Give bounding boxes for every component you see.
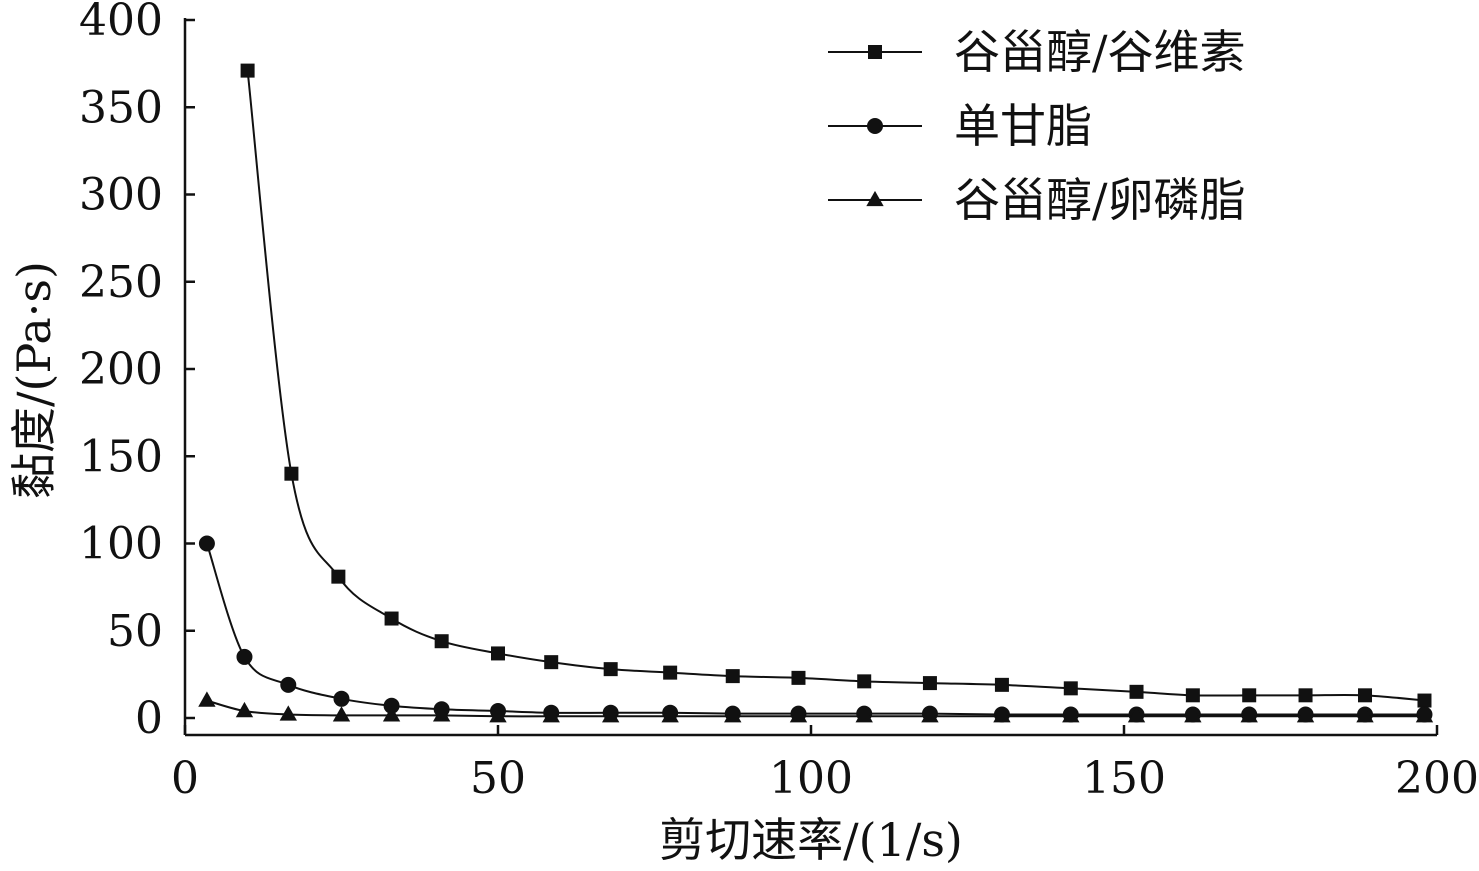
- legend-label: 谷甾醇/谷维素: [954, 25, 1246, 79]
- y-tick-label: 350: [79, 82, 163, 133]
- legend-item: 谷甾醇/谷维素: [828, 25, 1246, 79]
- data-point: [921, 707, 939, 723]
- data-point: [236, 648, 253, 665]
- data-point: [434, 634, 449, 649]
- data-point: [383, 697, 400, 714]
- data-point: [332, 706, 351, 722]
- data-point: [235, 701, 254, 718]
- data-point: [489, 707, 507, 723]
- data-point: [1062, 707, 1080, 723]
- data-point: [602, 707, 620, 723]
- legend-label: 单甘脂: [954, 99, 1092, 153]
- data-point: [993, 707, 1011, 723]
- x-tick-label: 50: [470, 753, 526, 804]
- series-line: [206, 699, 1425, 718]
- data-point: [284, 466, 299, 481]
- data-point: [1358, 688, 1373, 703]
- series-3: [198, 691, 1434, 723]
- data-point: [1298, 688, 1313, 703]
- x-tick-label: 100: [769, 753, 853, 804]
- data-point: [922, 676, 937, 691]
- x-tick-label: 200: [1395, 753, 1479, 804]
- data-point: [663, 665, 678, 680]
- data-point: [331, 569, 346, 584]
- legend-item: 单甘脂: [828, 99, 1092, 153]
- data-point: [791, 670, 806, 685]
- data-point: [855, 707, 873, 723]
- data-point: [1417, 693, 1432, 708]
- data-point: [1415, 707, 1434, 723]
- data-point: [724, 707, 742, 723]
- y-tick-label: 0: [135, 693, 163, 744]
- data-point: [1127, 707, 1146, 723]
- data-point: [1063, 681, 1078, 696]
- x-axis-title: 剪切速率/(1/s): [659, 813, 963, 867]
- y-tick-label: 400: [79, 0, 163, 46]
- legend-marker: [867, 118, 883, 134]
- axes: [183, 18, 1437, 737]
- x-tick-label: 0: [171, 753, 199, 804]
- y-tick-label: 250: [79, 257, 163, 308]
- series-layer: [198, 63, 1434, 723]
- series-line: [246, 70, 1425, 702]
- y-tick-label: 100: [79, 519, 163, 570]
- y-ticks: 0 50 100 150 200 250 300 350 400: [79, 0, 195, 744]
- data-point: [1356, 707, 1374, 723]
- data-point: [240, 63, 255, 78]
- data-point: [994, 677, 1009, 692]
- legend-item: 谷甾醇/卵磷脂: [828, 173, 1246, 227]
- y-tick-label: 300: [79, 170, 163, 221]
- data-point: [542, 707, 560, 723]
- legend-marker: [868, 45, 882, 59]
- data-point: [1129, 684, 1144, 699]
- series-1: [240, 63, 1432, 708]
- data-point: [857, 674, 872, 689]
- data-point: [198, 691, 216, 707]
- legend-marker: [866, 190, 884, 207]
- data-point: [661, 707, 679, 723]
- data-point: [1185, 688, 1200, 703]
- data-point: [333, 690, 350, 707]
- data-point: [198, 535, 215, 552]
- y-tick-label: 150: [79, 431, 163, 482]
- data-point: [491, 646, 505, 661]
- data-point: [1296, 707, 1315, 723]
- data-point: [1184, 707, 1202, 723]
- data-point: [432, 706, 451, 722]
- legend-label: 谷甾醇/卵磷脂: [954, 173, 1246, 227]
- data-point: [1240, 707, 1258, 723]
- data-point: [384, 611, 399, 626]
- data-point: [382, 706, 401, 722]
- data-point: [280, 676, 297, 693]
- y-tick-label: 200: [79, 344, 163, 395]
- data-point: [603, 662, 618, 677]
- data-point: [789, 707, 808, 723]
- x-tick-label: 150: [1082, 753, 1166, 804]
- y-axis-title: 黏度/(Pa·s): [7, 261, 61, 499]
- series-line: [205, 543, 1425, 716]
- x-ticks: 0 50 100 150 200: [171, 725, 1479, 804]
- data-point: [725, 669, 740, 684]
- y-tick-label: 50: [107, 606, 163, 657]
- data-point: [1242, 688, 1257, 703]
- data-point: [279, 705, 297, 721]
- data-point: [544, 655, 559, 670]
